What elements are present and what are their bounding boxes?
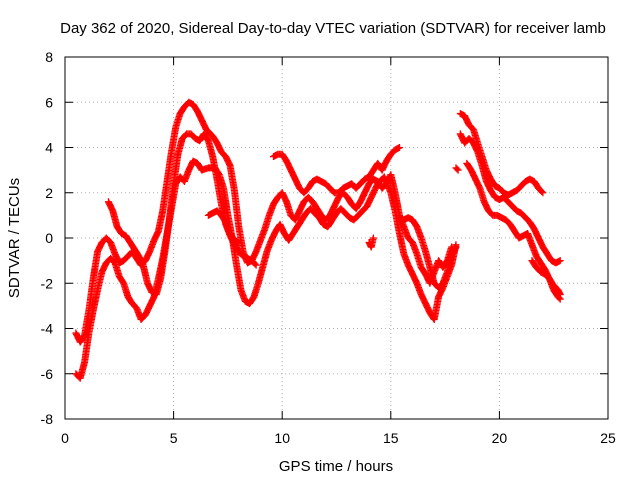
series-trace-l <box>528 257 564 299</box>
data-point <box>453 165 461 173</box>
x-axis-label: GPS time / hours <box>279 458 393 475</box>
y-tick-label: -6 <box>41 366 54 382</box>
y-tick-label: 2 <box>45 185 53 201</box>
data-point <box>235 239 243 247</box>
series-trace-h <box>456 110 547 199</box>
data-point <box>538 188 546 196</box>
chart-title: Day 362 of 2020, Sidereal Day-to-day VTE… <box>60 20 606 37</box>
data-point <box>369 234 377 242</box>
y-tick-label: -8 <box>41 411 54 427</box>
series-trace-g <box>395 214 460 292</box>
axis-ticks: 0 5 10 15 20 25 -8 -6 -4 -2 0 2 4 6 8 <box>41 49 616 446</box>
data-point <box>556 291 564 299</box>
data-point <box>251 260 259 268</box>
y-tick-label: -4 <box>41 321 54 337</box>
series-trace-f <box>365 234 377 251</box>
data-point <box>556 257 564 265</box>
y-axis-label: SDTVAR / TECUs <box>6 178 23 298</box>
y-tick-label: -2 <box>41 275 54 291</box>
y-tick-label: 0 <box>45 230 53 246</box>
series-trace-k <box>452 164 462 174</box>
data-point <box>539 189 547 197</box>
data-points <box>72 98 564 382</box>
data-point <box>452 243 460 251</box>
y-tick-label: 8 <box>45 49 53 65</box>
data-point <box>252 261 260 269</box>
data-point <box>395 144 403 151</box>
x-tick-label: 10 <box>274 430 290 446</box>
series-trace-i <box>456 130 564 267</box>
series-trace-d <box>204 207 243 247</box>
series-trace-b <box>72 157 460 382</box>
y-tick-label: 6 <box>45 94 53 110</box>
x-tick-label: 5 <box>170 430 178 446</box>
data-point <box>454 166 462 174</box>
y-tick-label: 4 <box>45 140 53 156</box>
x-tick-label: 0 <box>61 430 69 446</box>
series-trace-c <box>104 130 260 299</box>
x-tick-label: 25 <box>600 430 616 446</box>
x-tick-label: 15 <box>383 430 399 446</box>
series-trace-e <box>270 144 403 197</box>
x-tick-label: 20 <box>492 430 508 446</box>
